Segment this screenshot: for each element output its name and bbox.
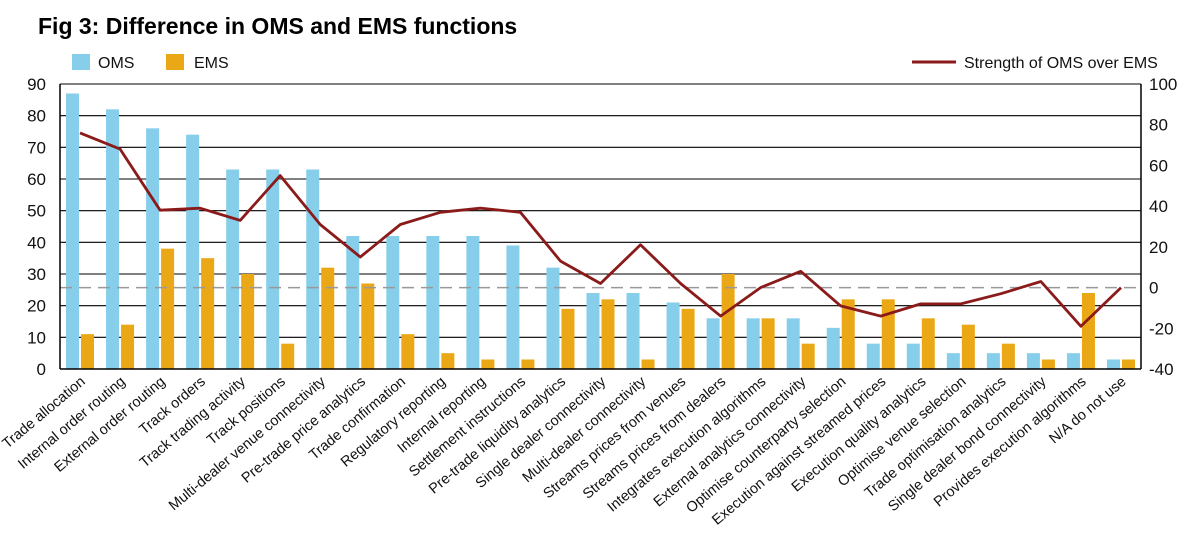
bar-ems bbox=[1081, 293, 1095, 369]
legend-strength-label: Strength of OMS over EMS bbox=[964, 55, 1158, 72]
bar-ems bbox=[881, 299, 895, 369]
bar-ems bbox=[1041, 359, 1055, 369]
right-tick-label: 80 bbox=[1149, 116, 1168, 135]
left-tick-label: 0 bbox=[37, 360, 46, 379]
bar-oms bbox=[506, 245, 520, 369]
bar-ems bbox=[961, 324, 975, 369]
bar-oms bbox=[1106, 359, 1120, 369]
bar-oms bbox=[226, 169, 240, 369]
bar-oms bbox=[786, 318, 800, 369]
bar-oms bbox=[546, 267, 560, 369]
right-tick-label: -20 bbox=[1149, 319, 1174, 338]
bar-ems bbox=[441, 353, 455, 369]
bar-ems bbox=[1121, 359, 1135, 369]
strength-line bbox=[79, 131, 1122, 328]
bars bbox=[66, 93, 1135, 369]
bar-ems bbox=[841, 299, 855, 369]
bar-oms bbox=[146, 128, 160, 369]
right-tick-label: 60 bbox=[1149, 156, 1168, 175]
bar-ems bbox=[361, 283, 375, 369]
bar-ems bbox=[321, 267, 335, 369]
left-tick-label: 10 bbox=[27, 328, 46, 347]
bar-ems bbox=[521, 359, 535, 369]
bar-ems bbox=[801, 343, 815, 369]
bar-ems bbox=[1001, 343, 1015, 369]
bar-oms bbox=[346, 236, 360, 369]
left-tick-label: 90 bbox=[27, 75, 46, 94]
chart-title: Fig 3: Difference in OMS and EMS functio… bbox=[38, 13, 517, 39]
grid bbox=[60, 83, 1141, 338]
bar-ems bbox=[481, 359, 495, 369]
left-tick-label: 40 bbox=[27, 233, 46, 252]
bar-ems bbox=[681, 308, 695, 369]
legend-oms-swatch bbox=[72, 54, 90, 70]
bar-ems bbox=[921, 318, 935, 369]
bar-oms bbox=[626, 293, 640, 369]
left-tick-label: 60 bbox=[27, 170, 46, 189]
right-tick-label: -40 bbox=[1149, 360, 1174, 379]
bar-ems bbox=[401, 334, 415, 369]
right-tick-label: 0 bbox=[1149, 279, 1158, 298]
bar-oms bbox=[266, 169, 280, 369]
bar-oms bbox=[466, 236, 480, 369]
bar-oms bbox=[826, 327, 840, 369]
bar-oms bbox=[946, 353, 960, 369]
axes bbox=[59, 84, 1142, 370]
right-tick-label: 100 bbox=[1149, 75, 1177, 94]
bar-oms bbox=[706, 318, 720, 369]
left-axis-ticks: 0 10 20 30 40 50 60 70 80 90 bbox=[27, 75, 46, 379]
bar-oms bbox=[386, 236, 400, 369]
legend-ems-swatch bbox=[166, 54, 184, 70]
bar-oms bbox=[426, 236, 440, 369]
bar-ems bbox=[721, 274, 735, 369]
bar-oms bbox=[586, 293, 600, 369]
left-tick-label: 70 bbox=[27, 138, 46, 157]
left-tick-label: 30 bbox=[27, 265, 46, 284]
bar-ems bbox=[81, 334, 95, 369]
legend: OMS EMS Strength of OMS over EMS bbox=[72, 54, 1158, 72]
bar-oms bbox=[306, 169, 320, 369]
bar-oms bbox=[106, 109, 120, 369]
bar-ems bbox=[241, 274, 255, 369]
strength-series-line bbox=[79, 131, 1122, 328]
bar-oms bbox=[986, 353, 1000, 369]
right-axis-ticks: -40 -20 0 20 40 60 80 100 bbox=[1149, 75, 1177, 379]
bar-oms bbox=[906, 343, 920, 369]
left-tick-label: 20 bbox=[27, 297, 46, 316]
legend-oms-label: OMS bbox=[98, 55, 134, 72]
bar-ems bbox=[201, 258, 215, 369]
bar-ems bbox=[761, 318, 775, 369]
bar-ems bbox=[601, 299, 615, 369]
bar-ems bbox=[281, 343, 295, 369]
right-tick-label: 40 bbox=[1149, 197, 1168, 216]
bar-oms bbox=[66, 93, 80, 369]
bar-oms bbox=[666, 302, 680, 369]
bar-ems bbox=[641, 359, 655, 369]
right-tick-label: 20 bbox=[1149, 238, 1168, 257]
bar-oms bbox=[1066, 353, 1080, 369]
bar-ems bbox=[161, 248, 175, 369]
bar-oms bbox=[866, 343, 880, 369]
bar-oms bbox=[1026, 353, 1040, 369]
left-tick-label: 80 bbox=[27, 107, 46, 126]
bar-ems bbox=[561, 308, 575, 369]
legend-ems-label: EMS bbox=[194, 55, 229, 72]
bar-oms bbox=[186, 134, 200, 369]
bar-ems bbox=[121, 324, 135, 369]
left-tick-label: 50 bbox=[27, 202, 46, 221]
bar-oms bbox=[746, 318, 760, 369]
